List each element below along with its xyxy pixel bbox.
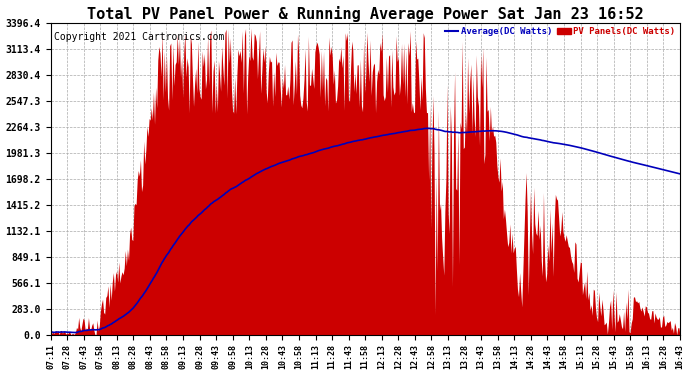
Legend: Average(DC Watts), PV Panels(DC Watts): Average(DC Watts), PV Panels(DC Watts): [442, 24, 679, 40]
Title: Total PV Panel Power & Running Average Power Sat Jan 23 16:52: Total PV Panel Power & Running Average P…: [87, 6, 644, 21]
Text: Copyright 2021 Cartronics.com: Copyright 2021 Cartronics.com: [54, 32, 224, 42]
